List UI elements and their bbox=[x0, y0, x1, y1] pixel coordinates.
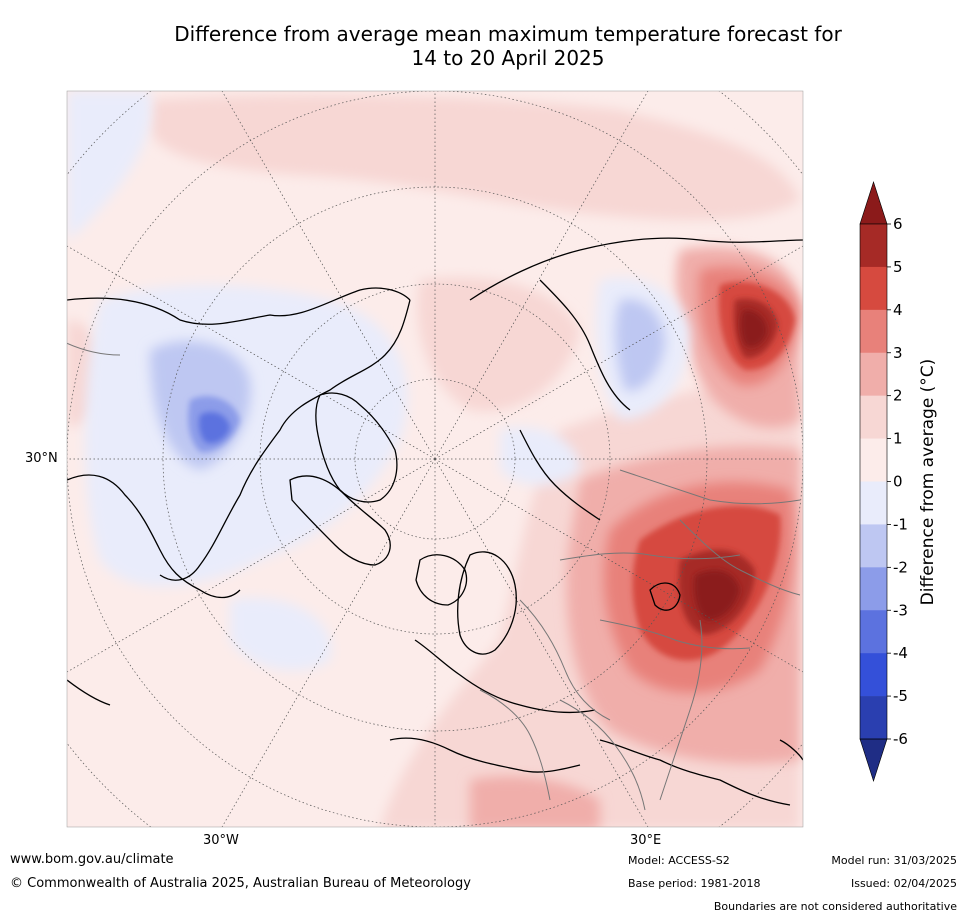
colorbar-tick-label: 6 bbox=[893, 215, 903, 233]
longitude-label-30w: 30°W bbox=[203, 833, 239, 848]
colorbar-bin bbox=[860, 352, 887, 396]
colorbar-tick-label: -6 bbox=[893, 730, 908, 748]
colorbar-bin bbox=[860, 567, 887, 611]
colorbar-bin bbox=[860, 309, 887, 354]
colorbar-extend-max bbox=[859, 181, 888, 225]
footer-issued: Issued: 02/04/2025 bbox=[850, 877, 957, 890]
colorbar-tick-label: -5 bbox=[893, 687, 908, 705]
map-area bbox=[67, 91, 803, 827]
colorbar-title: Difference from average (°C) bbox=[918, 358, 938, 606]
cool-anomaly-regions bbox=[67, 91, 690, 671]
country-boundaries bbox=[67, 342, 801, 811]
footer-copyright: © Commonwealth of Australia 2025, Austra… bbox=[10, 876, 471, 891]
colorbar-bin bbox=[860, 696, 887, 740]
colorbar: 6 5 4 3 2 1 0 -1 -2 -3 -4 -5 -6 bbox=[859, 181, 908, 782]
longitude-label-30e: 30°E bbox=[630, 833, 662, 848]
colorbar-tick-label: -1 bbox=[893, 515, 908, 533]
footer-model: Model: ACCESS-S2 bbox=[628, 854, 730, 867]
colorbar-tick-label: -2 bbox=[893, 558, 908, 576]
footer-disclaimer: Boundaries are not considered authoritat… bbox=[713, 900, 957, 913]
footer-base-period: Base period: 1981-2018 bbox=[628, 877, 761, 890]
map-frame bbox=[66, 90, 804, 828]
map-title: Difference from average mean maximum tem… bbox=[68, 22, 948, 70]
colorbar-bin bbox=[860, 395, 887, 439]
colorbar-bin bbox=[860, 524, 887, 568]
graticule bbox=[67, 91, 803, 827]
footer-model-run: Model run: 31/03/2025 bbox=[831, 854, 957, 867]
colorbar-tick-label: 0 bbox=[893, 473, 903, 491]
colorbar-bin bbox=[860, 653, 887, 697]
colorbar-bin bbox=[860, 481, 887, 525]
title-line-1: Difference from average mean maximum tem… bbox=[174, 22, 842, 46]
colorbar-bin bbox=[860, 224, 887, 268]
colorbar-tick-label: 4 bbox=[893, 301, 903, 319]
coastlines bbox=[67, 237, 803, 806]
footer-url: www.bom.gov.au/climate bbox=[10, 852, 174, 867]
colorbar-tick-label: 5 bbox=[893, 258, 903, 276]
colorbar-bin bbox=[860, 438, 887, 482]
title-line-2: 14 to 20 April 2025 bbox=[411, 46, 605, 70]
colorbar-tick-label: 1 bbox=[893, 430, 903, 448]
colorbar-tick-label: -3 bbox=[893, 601, 908, 619]
colorbar-extend-min bbox=[859, 738, 888, 782]
colorbar-tick-label: -4 bbox=[893, 644, 908, 662]
colorbar-bin bbox=[860, 266, 887, 311]
colorbar-tick-label: 3 bbox=[893, 344, 903, 362]
warm-anomaly-regions bbox=[67, 94, 800, 827]
colorbar-bin bbox=[860, 610, 887, 654]
latitude-label-30n: 30°N bbox=[25, 451, 58, 466]
colorbar-tick-label: 2 bbox=[893, 387, 903, 405]
